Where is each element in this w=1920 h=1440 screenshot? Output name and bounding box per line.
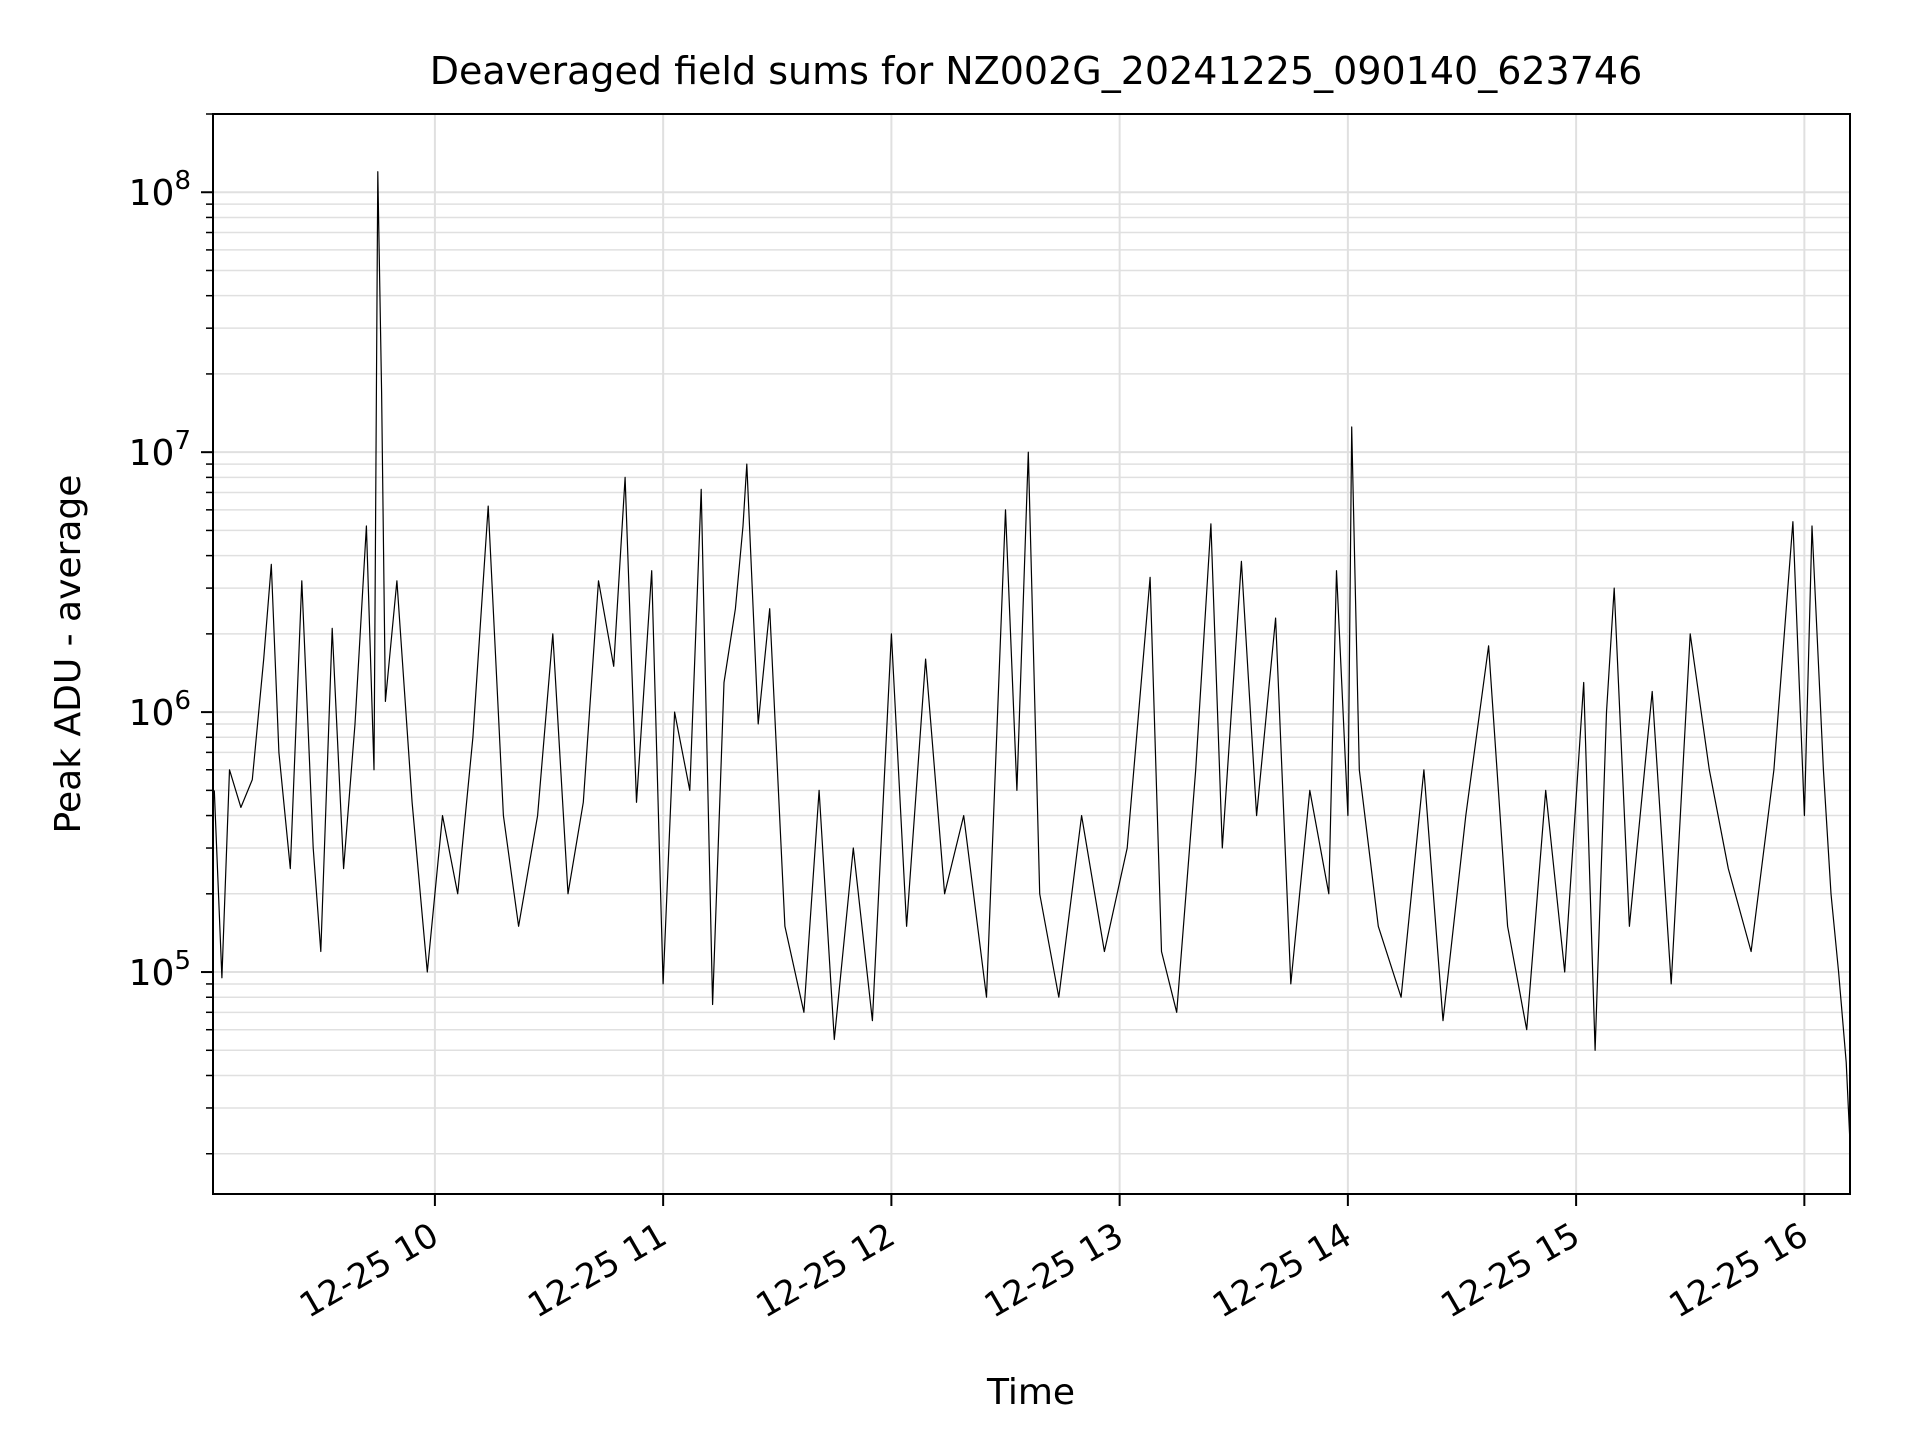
grid	[213, 113, 1850, 1194]
series-line	[213, 171, 1851, 1144]
y-axis: 105 106 107 108	[129, 113, 213, 1155]
x-axis-label: Time	[986, 1372, 1075, 1413]
plot-frame	[212, 113, 1851, 1195]
y-tick-label: 108	[129, 166, 191, 214]
y-tick-label: 105	[129, 946, 191, 994]
chart-title: Deaveraged field sums for NZ002G_2024122…	[430, 49, 1643, 93]
y-tick-label: 107	[129, 426, 191, 474]
y-axis-label: Peak ADU - average	[48, 475, 89, 834]
y-tick-label: 106	[129, 686, 191, 734]
